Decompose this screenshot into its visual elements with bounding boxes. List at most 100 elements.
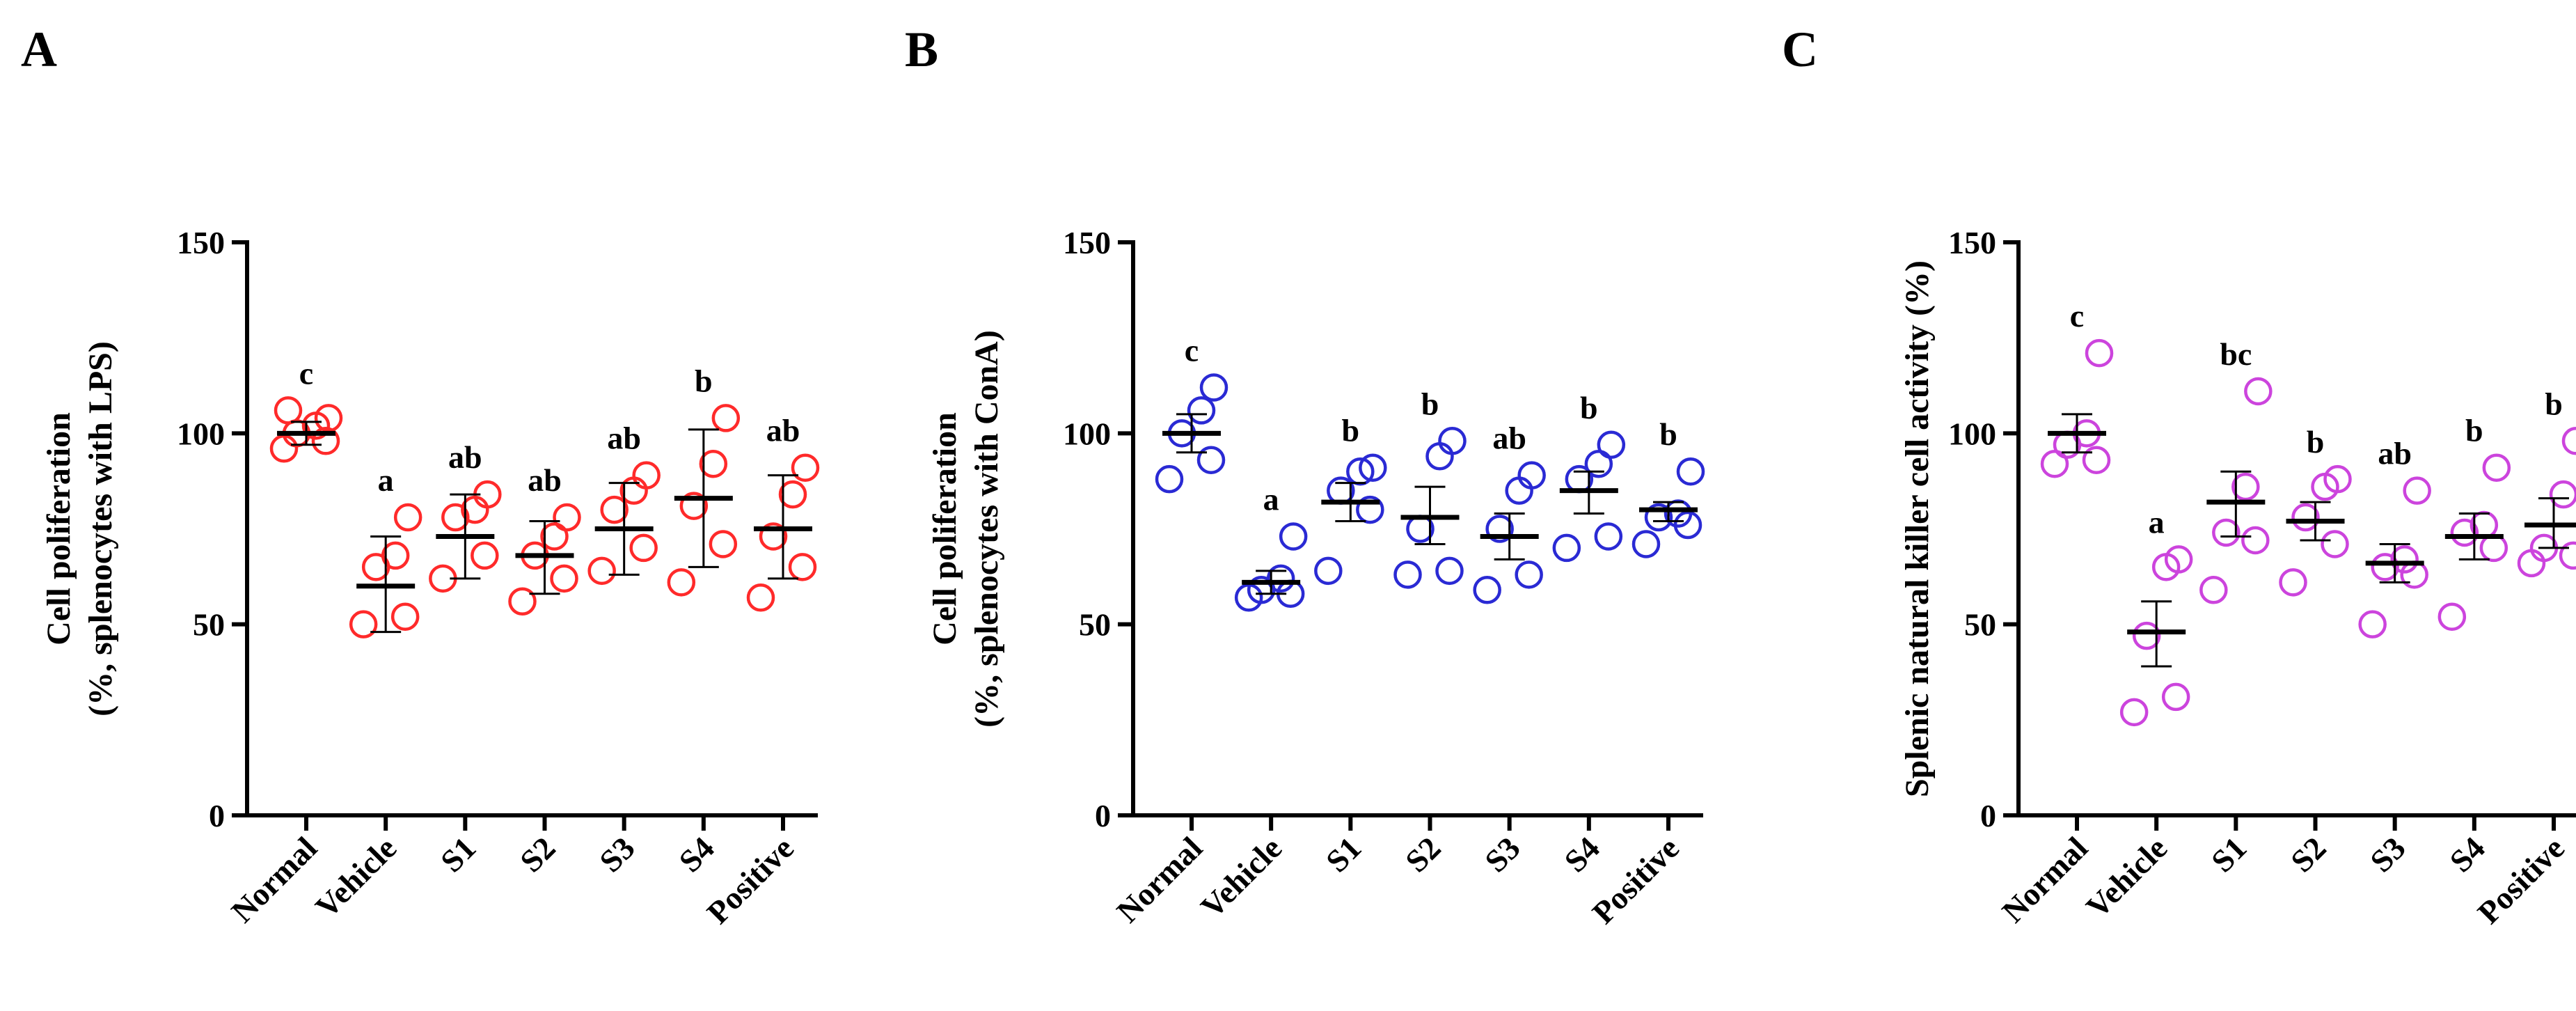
y-tick-label: 100 (177, 416, 225, 451)
y-axis-label: (%, splenocytes with ConA) (968, 330, 1005, 728)
data-point (1584, 449, 1613, 478)
data-point (553, 503, 581, 532)
data-point (1425, 442, 1454, 471)
panel-a: A 0 50 100 150 Cell poliferation (%, splenocy… (21, 22, 820, 930)
x-tick-label: Positive (1586, 830, 1686, 930)
x-tick-label: Normal (1995, 830, 2094, 930)
y-tick-label: 100 (1063, 416, 1111, 451)
x-tick-label: S3 (592, 830, 641, 879)
data-point (711, 404, 741, 432)
data-point (1346, 457, 1375, 486)
data-point (2279, 568, 2307, 597)
data-point (600, 495, 629, 524)
data-point (1485, 515, 1514, 543)
y-tick-label: 0 (1980, 798, 1996, 833)
significance-letter: b (1659, 416, 1677, 452)
data-point (441, 503, 470, 532)
data-point (2403, 476, 2431, 505)
data-point (2212, 518, 2241, 547)
data-point (2482, 453, 2511, 482)
data-point (2358, 610, 2387, 638)
data-point (274, 396, 303, 425)
data-point (788, 553, 817, 581)
data-point (471, 541, 499, 570)
data-point (2561, 427, 2576, 455)
x-tick-label: Normal (1109, 830, 1209, 930)
data-point (632, 461, 661, 489)
y-tick-label: 0 (209, 798, 225, 833)
data-point (1314, 556, 1343, 586)
significance-letter: ab (448, 439, 482, 475)
y-tick-label: 50 (1964, 607, 1996, 643)
data-point (667, 568, 696, 597)
data-point (759, 522, 788, 551)
significance-letter: b (2465, 413, 2483, 448)
y-axis-label: Splenic natural killer cell activity (%) (1899, 260, 1936, 797)
y-tick-label: 100 (1948, 416, 1996, 451)
data-point (629, 533, 658, 563)
data-point (1196, 446, 1226, 474)
data-point (1505, 476, 1533, 505)
x-tick-label: S1 (434, 830, 482, 879)
data-point (393, 503, 422, 532)
data-point (311, 427, 340, 455)
data-point (1597, 430, 1626, 460)
x-tick-label: S2 (513, 830, 562, 879)
significance-letter: b (2307, 424, 2325, 460)
data-point (2559, 541, 2576, 570)
data-point (1594, 522, 1623, 551)
significance-letter: a (2149, 504, 2165, 540)
significance-letter: ab (2378, 436, 2412, 471)
data-point (2132, 621, 2161, 650)
data-point (2450, 518, 2479, 547)
y-tick-label: 150 (1948, 225, 1996, 260)
data-point (2321, 530, 2349, 558)
data-point (2164, 545, 2193, 574)
significance-letter: b (1580, 390, 1598, 425)
data-point (1187, 396, 1216, 425)
data-point (2517, 549, 2546, 578)
data-point (1552, 533, 1581, 563)
data-point (390, 602, 420, 631)
x-tick-label: S4 (2442, 830, 2491, 879)
y-axis-label: (%, splenocytes with LPS) (82, 341, 119, 716)
y-tick-label: 50 (193, 607, 225, 643)
x-tick-label: Vehicle (1194, 830, 1288, 925)
data-point (791, 453, 820, 482)
data-point (1359, 453, 1387, 482)
data-point (1279, 522, 1308, 551)
data-point (2241, 526, 2270, 555)
x-tick-label: S4 (672, 830, 720, 879)
x-tick-label: S1 (2204, 830, 2253, 879)
data-point (1676, 457, 1705, 486)
y-tick-label: 150 (177, 225, 225, 260)
panel-letter: A (21, 22, 57, 77)
data-point (1438, 427, 1467, 455)
significance-letter: b (1421, 386, 1439, 421)
panel-letter: B (905, 22, 938, 77)
significance-letter: a (378, 462, 394, 498)
data-point (1631, 530, 1661, 558)
data-point (709, 530, 738, 558)
panel-b: B 0 50 100 150 Cell poliferation (%, splenocy… (905, 22, 1705, 930)
data-point (2479, 533, 2508, 563)
significance-letter: ab (1492, 421, 1526, 456)
data-point (349, 610, 378, 638)
significance-letter: b (2545, 386, 2563, 421)
panel-c: C 0 50 100 150 Splenic natural killer cell a… (1782, 22, 2576, 930)
significance-letter: b (695, 363, 713, 398)
data-point (1393, 561, 1422, 589)
data-point (2199, 576, 2228, 604)
significance-letter: b (1342, 413, 1360, 448)
data-point (1199, 373, 1228, 402)
data-point (2291, 503, 2320, 532)
data-point (2040, 449, 2069, 478)
y-tick-label: 0 (1095, 798, 1111, 833)
significance-letter: c (299, 355, 313, 391)
data-point (2390, 545, 2419, 574)
significance-letter: ab (766, 413, 800, 448)
data-point (1435, 556, 1464, 586)
significance-letter: ab (607, 421, 641, 456)
data-point (269, 434, 299, 463)
